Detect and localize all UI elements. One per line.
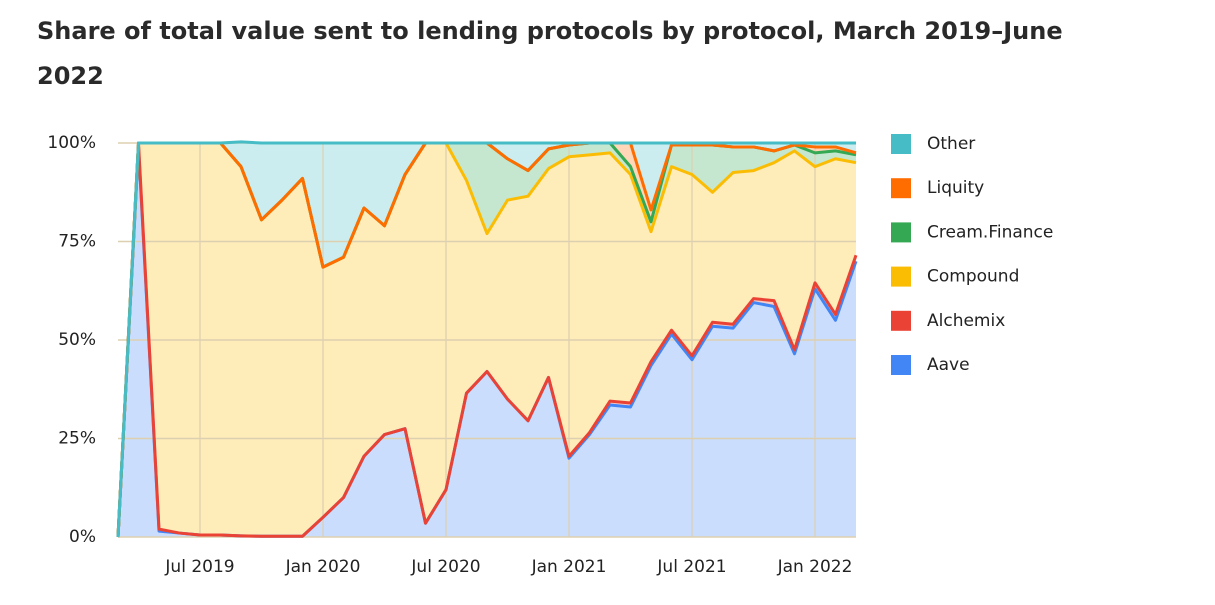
legend-label: Other — [927, 134, 975, 154]
legend-swatch — [891, 266, 911, 287]
x-tick-label: Jul 2019 — [164, 557, 234, 577]
legend-label: Aave — [927, 355, 970, 375]
legend-swatch — [891, 134, 911, 154]
x-tick-label: Jul 2020 — [410, 557, 480, 577]
y-tick-label: 75% — [58, 232, 96, 252]
area-band — [118, 146, 856, 537]
legend-swatch — [891, 222, 911, 243]
legend-label: Liquity — [927, 178, 984, 198]
x-tick-label: Jan 2022 — [777, 557, 853, 577]
y-tick-label: 25% — [58, 429, 96, 449]
x-tick-label: Jul 2021 — [656, 557, 726, 577]
legend-swatch — [891, 310, 911, 331]
area-band — [118, 143, 856, 537]
y-tick-label: 50% — [58, 330, 96, 350]
legend-label: Cream.Finance — [927, 222, 1053, 242]
legend-label: Alchemix — [927, 311, 1005, 331]
x-tick-label: Jan 2021 — [531, 557, 607, 577]
series-line — [116, 141, 858, 538]
legend-label: Compound — [927, 267, 1019, 287]
y-tick-label: 0% — [69, 527, 96, 547]
legend-swatch — [891, 355, 911, 375]
y-tick-label: 100% — [47, 133, 96, 153]
legend-swatch — [891, 178, 911, 199]
x-tick-label: Jan 2020 — [285, 557, 361, 577]
series-line — [116, 140, 856, 538]
chart-title: Share of total value sent to lending pro… — [37, 17, 1063, 90]
